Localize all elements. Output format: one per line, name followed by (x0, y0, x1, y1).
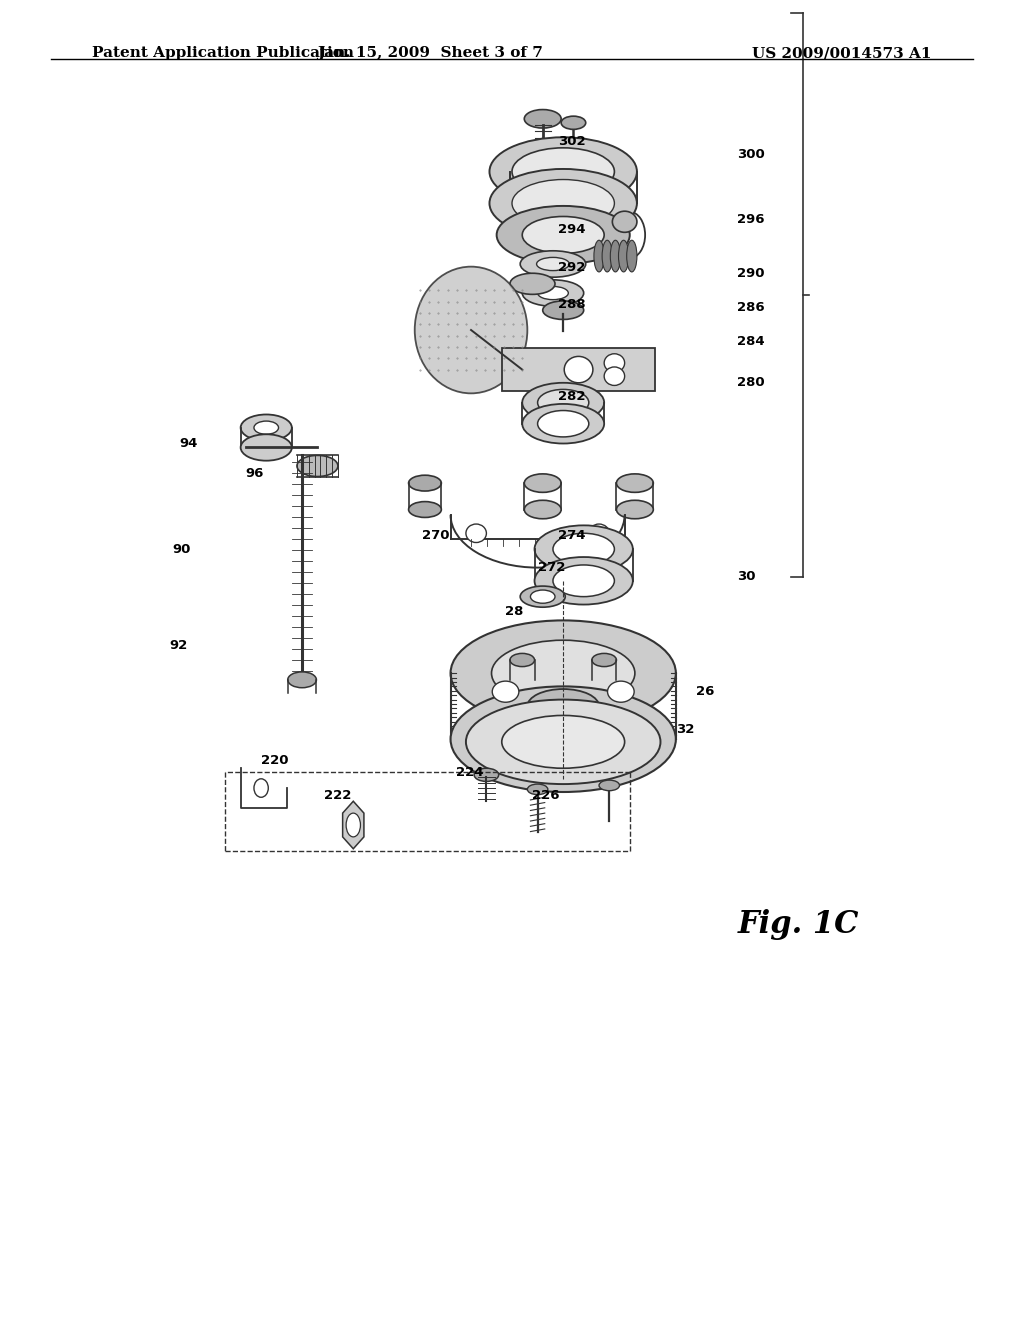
Ellipse shape (512, 148, 614, 195)
Ellipse shape (492, 706, 635, 772)
Text: 226: 226 (532, 789, 560, 803)
Ellipse shape (522, 404, 604, 444)
Text: 30: 30 (737, 570, 756, 583)
Text: 296: 296 (737, 213, 765, 226)
Ellipse shape (553, 565, 614, 597)
Text: 292: 292 (558, 261, 586, 275)
Ellipse shape (602, 240, 612, 272)
Text: 300: 300 (737, 148, 765, 161)
Ellipse shape (594, 240, 604, 272)
Ellipse shape (522, 216, 604, 253)
Ellipse shape (409, 502, 441, 517)
Ellipse shape (599, 780, 620, 791)
Text: 288: 288 (558, 298, 586, 312)
Ellipse shape (489, 137, 637, 206)
Text: 224: 224 (456, 766, 483, 779)
Ellipse shape (492, 640, 635, 706)
Text: 290: 290 (737, 267, 765, 280)
Text: 92: 92 (169, 639, 187, 652)
Ellipse shape (241, 414, 292, 441)
Ellipse shape (538, 389, 589, 416)
Ellipse shape (409, 475, 441, 491)
Text: 274: 274 (558, 529, 586, 543)
Ellipse shape (616, 474, 653, 492)
Ellipse shape (524, 474, 561, 492)
Ellipse shape (346, 813, 360, 837)
Text: 280: 280 (737, 376, 765, 389)
Ellipse shape (561, 116, 586, 129)
Ellipse shape (543, 301, 584, 319)
Text: Fig. 1C: Fig. 1C (738, 908, 859, 940)
Polygon shape (502, 348, 655, 391)
Ellipse shape (451, 686, 676, 792)
Ellipse shape (589, 524, 609, 543)
Ellipse shape (616, 500, 653, 519)
Ellipse shape (493, 681, 519, 702)
Ellipse shape (502, 715, 625, 768)
Ellipse shape (489, 169, 637, 238)
Ellipse shape (254, 421, 279, 434)
Text: US 2009/0014573 A1: US 2009/0014573 A1 (753, 46, 932, 61)
Ellipse shape (607, 681, 634, 702)
Text: 286: 286 (737, 301, 765, 314)
Ellipse shape (466, 524, 486, 543)
Ellipse shape (520, 586, 565, 607)
Text: 270: 270 (422, 529, 450, 543)
Ellipse shape (522, 280, 584, 306)
Ellipse shape (535, 525, 633, 573)
Ellipse shape (451, 620, 676, 726)
Ellipse shape (618, 240, 629, 272)
Ellipse shape (510, 273, 555, 294)
Ellipse shape (241, 434, 292, 461)
Polygon shape (343, 801, 364, 849)
Text: Jan. 15, 2009  Sheet 3 of 7: Jan. 15, 2009 Sheet 3 of 7 (317, 46, 543, 61)
Ellipse shape (604, 367, 625, 385)
Ellipse shape (530, 590, 555, 603)
Text: 272: 272 (538, 561, 565, 574)
Text: 94: 94 (179, 437, 198, 450)
Ellipse shape (550, 725, 577, 746)
Ellipse shape (522, 383, 604, 422)
Text: 294: 294 (558, 223, 586, 236)
Text: Patent Application Publication: Patent Application Publication (92, 46, 354, 61)
Ellipse shape (510, 653, 535, 667)
Text: 26: 26 (696, 685, 715, 698)
Text: 282: 282 (558, 389, 586, 403)
Ellipse shape (537, 257, 569, 271)
Ellipse shape (527, 784, 548, 795)
Ellipse shape (288, 672, 316, 688)
Text: 96: 96 (246, 467, 264, 480)
Ellipse shape (520, 251, 586, 277)
Ellipse shape (524, 500, 561, 519)
Ellipse shape (297, 455, 338, 477)
Ellipse shape (524, 110, 561, 128)
Text: 222: 222 (324, 789, 351, 803)
Ellipse shape (512, 180, 614, 227)
Ellipse shape (538, 286, 568, 300)
Ellipse shape (612, 211, 637, 232)
Ellipse shape (564, 356, 593, 383)
Ellipse shape (592, 653, 616, 667)
Text: 302: 302 (558, 135, 586, 148)
Ellipse shape (254, 779, 268, 797)
Ellipse shape (497, 206, 630, 264)
Text: 28: 28 (505, 605, 523, 618)
Ellipse shape (604, 354, 625, 372)
Ellipse shape (538, 411, 589, 437)
Ellipse shape (466, 700, 660, 784)
Ellipse shape (415, 267, 527, 393)
Text: 220: 220 (261, 754, 289, 767)
Ellipse shape (553, 533, 614, 565)
Ellipse shape (527, 689, 599, 723)
Text: 90: 90 (172, 543, 190, 556)
Text: 284: 284 (737, 335, 765, 348)
Ellipse shape (535, 557, 633, 605)
Ellipse shape (627, 240, 637, 272)
Ellipse shape (474, 768, 499, 781)
Ellipse shape (610, 240, 621, 272)
Text: 32: 32 (676, 723, 694, 737)
